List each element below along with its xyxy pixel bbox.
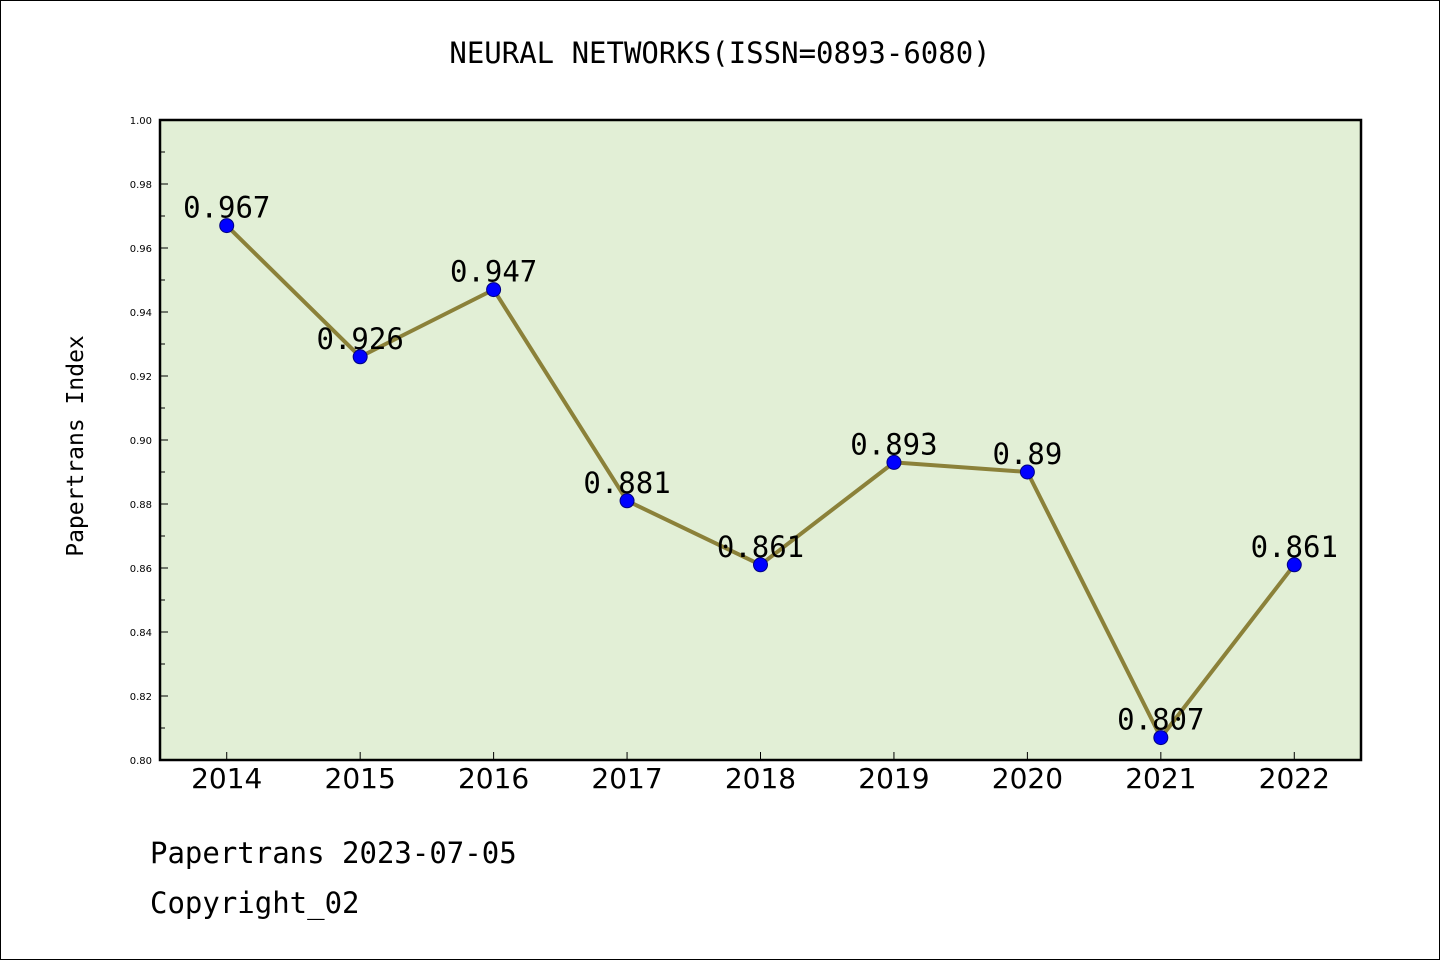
data-point (1019, 464, 1035, 480)
x-tick-label: 2021 (1125, 762, 1196, 795)
y-tick-label: 0.92 (130, 372, 152, 383)
data-label: 0.807 (1117, 703, 1204, 737)
y-tick-label: 0.98 (130, 180, 152, 191)
plot-background (160, 120, 1361, 760)
data-point (619, 493, 635, 509)
data-point (219, 218, 235, 234)
x-tick-label: 2016 (458, 762, 529, 795)
y-tick-label: 0.90 (130, 436, 152, 447)
x-tick-label: 2020 (992, 762, 1063, 795)
y-tick-label: 0.96 (130, 244, 152, 255)
data-label: 0.947 (450, 255, 537, 289)
data-label: 0.926 (317, 322, 404, 356)
data-point (352, 349, 368, 365)
data-label: 0.893 (850, 427, 937, 461)
x-tick-label: 2019 (858, 762, 929, 795)
y-tick-label: 0.94 (130, 308, 152, 319)
data-label: 0.881 (583, 466, 670, 500)
y-tick-label: 0.88 (130, 500, 152, 511)
data-point (753, 557, 768, 573)
x-tick-label: 2014 (191, 762, 262, 795)
y-tick-label: 0.84 (130, 628, 152, 639)
footer-copyright-line: Copyright_02 (150, 886, 360, 920)
x-tick-label: 2018 (725, 762, 796, 795)
data-point (1286, 557, 1302, 573)
y-tick-label: 0.82 (130, 692, 152, 703)
y-tick-label: 0.86 (130, 564, 152, 575)
x-tick-label: 2015 (325, 762, 396, 795)
data-label: 0.967 (183, 191, 270, 225)
data-label: 0.861 (717, 530, 804, 564)
data-label: 0.89 (992, 437, 1062, 471)
chart-title: NEURAL NETWORKS(ISSN=0893-6080) (449, 36, 991, 70)
x-tick-label: 2017 (591, 762, 662, 795)
footer-date-line: Papertrans 2023-07-05 (150, 836, 517, 870)
y-tick-label: 0.80 (130, 756, 152, 767)
data-label: 0.861 (1251, 530, 1338, 564)
plot-border (158, 118, 1363, 762)
data-point (1153, 730, 1169, 746)
data-point (486, 282, 502, 298)
x-tick-label: 2022 (1259, 762, 1330, 795)
data-point (886, 454, 902, 470)
y-tick-label: 1.00 (130, 116, 152, 127)
